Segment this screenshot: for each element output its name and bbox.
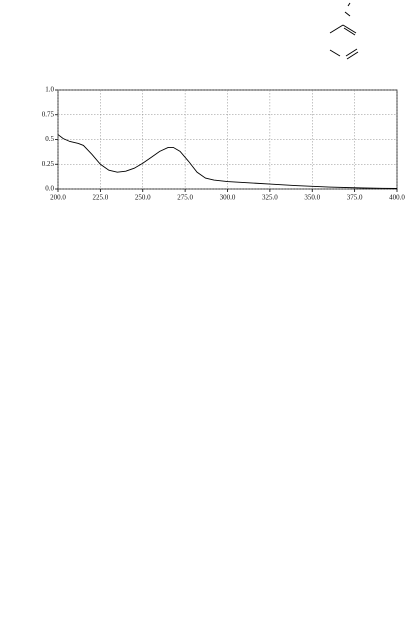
y-tick-label: 1.0 [45,86,54,94]
spectrum-line [57,134,398,189]
bond [329,24,344,34]
x-tick-label: 375.0 [347,194,363,202]
bond [342,24,357,34]
y-tick-label: 0.25 [42,160,55,168]
bond [345,48,358,57]
molecule-fragment [329,2,359,60]
x-tick-label: 300.0 [220,194,236,202]
bond [343,27,356,36]
x-tick-label: 250.0 [135,194,151,202]
x-tick-label: 400.0 [389,194,405,202]
bond [344,11,351,17]
y-tick-label: 0.75 [42,110,55,118]
x-tick-label: 225.0 [93,194,109,202]
bond [347,2,351,7]
x-tick-label: 275.0 [177,194,193,202]
x-tick-label: 325.0 [262,194,278,202]
y-tick-label: 0.0 [45,185,54,193]
y-tick-label: 0.5 [45,135,54,143]
x-tick-label: 200.0 [50,194,66,202]
x-tick-label: 350.0 [304,194,320,202]
bond [329,49,341,57]
bond [346,51,359,60]
